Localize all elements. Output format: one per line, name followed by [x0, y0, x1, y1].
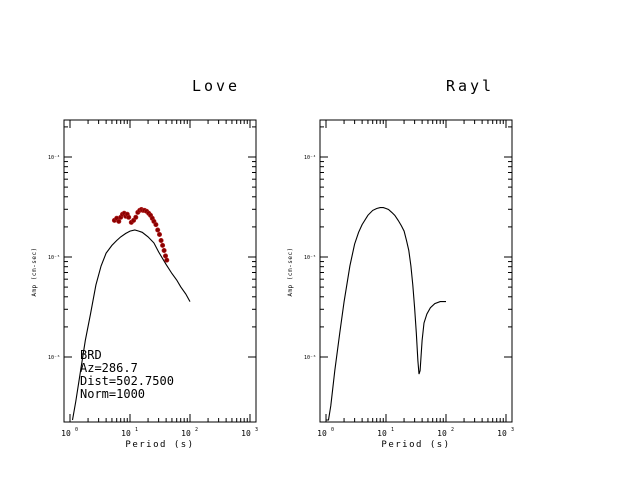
love-observation-point: [161, 248, 167, 254]
rayl-y-tick-label: 10⁻⁴: [304, 155, 316, 161]
rayl-x-tick-exponent: 3: [511, 427, 514, 433]
love-panel: 10 0 10 1 10 2 10 3 10⁻⁴ 10⁻⁵ 10⁻⁶ Love Period (s) Am…: [31, 77, 258, 450]
love-x-tick-label: 10: [241, 429, 251, 438]
love-observation-point: [126, 214, 132, 220]
love-series-0-line: [71, 229, 191, 421]
love-observation-point: [158, 238, 164, 244]
rayl-x-tick-label: 10: [497, 429, 507, 438]
love-annotation: Az=286.7: [80, 361, 138, 375]
rayl-title: Rayl: [446, 77, 494, 95]
love-y-tick-label: 10⁻⁶: [48, 355, 60, 361]
love-annotation: Norm=1000: [80, 387, 145, 401]
rayl-y-axis-label: Amp (cm-sec): [287, 247, 294, 296]
love-observation-point: [157, 232, 163, 238]
love-annotation: BRD: [80, 348, 102, 362]
love-title: Love: [192, 77, 240, 95]
love-observation-point: [164, 257, 170, 263]
rayl-x-tick-label: 10: [317, 429, 327, 438]
love-annotation: Dist=502.7500: [80, 374, 174, 388]
rayl-x-tick-exponent: 0: [331, 427, 334, 433]
love-y-tick-label: 10⁻⁵: [48, 255, 60, 261]
rayl-axes-frame: [319, 119, 513, 423]
love-x-tick-exponent: 3: [255, 427, 258, 433]
love-y-tick-label: 10⁻⁴: [48, 155, 60, 161]
love-observation-point: [155, 227, 161, 233]
love-x-tick-exponent: 1: [135, 427, 138, 433]
rayl-x-axis-label: Period (s): [381, 440, 450, 450]
love-observation-point: [153, 222, 159, 228]
love-x-axis-label: Period (s): [125, 440, 194, 450]
love-x-tick-exponent: 2: [195, 427, 198, 433]
rayl-x-tick-exponent: 2: [451, 427, 454, 433]
love-observation-point: [116, 218, 122, 224]
rayl-x-tick-exponent: 1: [391, 427, 394, 433]
rayl-y-tick-label: 10⁻⁶: [304, 355, 316, 361]
rayl-x-tick-label: 10: [377, 429, 387, 438]
rayl-series-0-line: [326, 207, 446, 421]
love-x-tick-label: 10: [181, 429, 191, 438]
rayl-panel: 10 0 10 1 10 2 10 3 10⁻⁴ 10⁻⁵ 10⁻⁶ Rayl Period (s) Am…: [287, 77, 514, 450]
love-y-axis-label: Amp (cm-sec): [31, 247, 38, 296]
love-observation-point: [160, 242, 166, 248]
love-x-tick-label: 10: [121, 429, 131, 438]
love-observation-point: [163, 253, 169, 259]
love-observation-point: [133, 214, 139, 220]
love-x-tick-label: 10: [61, 429, 71, 438]
rayl-x-tick-label: 10: [437, 429, 447, 438]
love-axes-frame: [63, 119, 257, 423]
love-x-tick-exponent: 0: [75, 427, 78, 433]
rayl-y-tick-label: 10⁻⁵: [304, 255, 316, 261]
